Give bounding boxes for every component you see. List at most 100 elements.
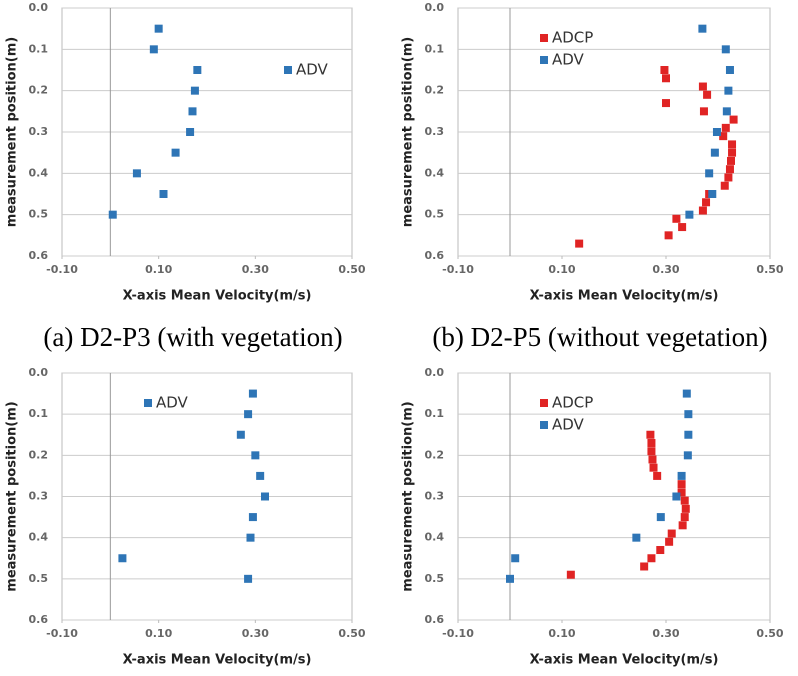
data-point — [722, 107, 731, 116]
data-point — [683, 451, 692, 460]
data-point — [660, 66, 669, 74]
data-point — [681, 504, 690, 513]
data-point — [667, 529, 676, 538]
data-point — [646, 430, 655, 439]
legend-swatch — [284, 66, 292, 74]
legend-swatch — [540, 421, 548, 429]
data-point — [728, 140, 737, 149]
data-point — [710, 148, 719, 157]
subfigure-caption: (a) D2-P3 (with vegetation) — [43, 322, 342, 352]
x-axis-title: X-axis Mean Velocity(m/s) — [123, 289, 312, 304]
x-tick-label: 0.10 — [548, 263, 575, 276]
x-tick-label: 0.10 — [548, 627, 575, 640]
x-tick-label: 0.10 — [145, 263, 172, 276]
x-tick-label: 0.30 — [652, 627, 679, 640]
data-point — [656, 546, 665, 555]
data-point — [720, 181, 729, 190]
y-tick-label: 0.5 — [425, 572, 445, 585]
legend-label: ADV — [552, 416, 585, 434]
data-point — [246, 533, 255, 542]
data-point — [678, 223, 687, 232]
y-tick-label: 0.6 — [425, 613, 445, 626]
data-point — [677, 488, 686, 497]
x-tick-label: 0.50 — [338, 627, 365, 640]
data-point — [188, 107, 197, 116]
data-point — [506, 574, 514, 583]
subfigure-caption: (b) D2-P5 (without vegetation) — [432, 322, 767, 352]
data-point — [248, 513, 257, 522]
x-tick-label: 0.50 — [756, 627, 783, 640]
y-tick-label: 0.1 — [29, 407, 49, 420]
x-tick-label: -0.10 — [46, 263, 78, 276]
x-axis-title: X-axis Mean Velocity(m/s) — [123, 653, 312, 668]
data-point — [244, 574, 253, 583]
x-axis-title: X-axis Mean Velocity(m/s) — [530, 289, 719, 304]
data-point — [159, 190, 168, 198]
data-point — [154, 24, 163, 33]
x-tick-label: 0.50 — [756, 263, 783, 276]
data-point — [190, 86, 199, 95]
y-tick-label: 0.2 — [29, 84, 49, 97]
legend-label: ADV — [552, 51, 585, 69]
data-point — [719, 132, 728, 141]
data-point — [678, 521, 687, 530]
data-point — [724, 86, 733, 95]
y-tick-label: 0.3 — [425, 490, 445, 503]
y-tick-label: 0.0 — [29, 366, 49, 379]
data-point — [662, 74, 670, 83]
data-point — [721, 123, 730, 132]
x-tick-label: 0.30 — [652, 263, 679, 276]
data-point — [132, 169, 141, 178]
data-point — [511, 554, 520, 563]
y-tick-label: 0.1 — [29, 42, 49, 55]
x-tick-label: 0.30 — [242, 627, 269, 640]
y-tick-label: 0.4 — [425, 166, 445, 179]
data-point — [729, 115, 738, 124]
y-tick-label: 0.4 — [29, 166, 49, 179]
legend-swatch — [540, 56, 548, 64]
data-point — [664, 231, 673, 240]
y-tick-label: 0.2 — [425, 84, 445, 97]
legend-label: ADCP — [552, 29, 593, 47]
y-axis-title: measurement position(m) — [401, 401, 416, 591]
x-tick-label: -0.10 — [442, 263, 474, 276]
data-point — [672, 492, 681, 501]
data-point — [261, 492, 269, 501]
data-point — [684, 430, 693, 439]
data-point — [647, 447, 656, 456]
y-tick-label: 0.1 — [425, 42, 445, 55]
data-point — [656, 513, 665, 522]
data-point — [244, 410, 253, 419]
data-point — [708, 190, 717, 198]
y-tick-label: 0.4 — [425, 531, 445, 544]
y-tick-label: 0.5 — [29, 208, 49, 221]
data-point — [171, 148, 180, 157]
data-point — [256, 471, 265, 480]
data-point — [566, 570, 575, 579]
data-point — [632, 533, 641, 542]
y-tick-label: 0.6 — [29, 249, 49, 262]
y-tick-label: 0.1 — [425, 407, 445, 420]
y-tick-label: 0.3 — [29, 490, 49, 503]
data-point — [728, 148, 737, 157]
y-tick-label: 0.5 — [425, 208, 445, 221]
data-point — [251, 451, 260, 460]
data-point — [662, 99, 670, 108]
data-point — [149, 45, 158, 54]
data-point — [698, 24, 707, 33]
legend-swatch — [540, 34, 548, 42]
data-point — [712, 128, 721, 136]
data-point — [672, 214, 681, 223]
y-tick-label: 0.3 — [425, 125, 445, 138]
data-point — [193, 66, 202, 74]
y-tick-label: 0.2 — [29, 448, 49, 461]
x-tick-label: 0.50 — [338, 263, 365, 276]
data-point — [685, 210, 694, 219]
data-point — [698, 206, 707, 215]
y-tick-label: 0.6 — [29, 613, 49, 626]
data-point — [684, 410, 693, 419]
data-point — [236, 430, 245, 439]
y-tick-label: 0.4 — [29, 531, 49, 544]
y-tick-label: 0.0 — [425, 366, 445, 379]
data-point — [702, 198, 711, 207]
